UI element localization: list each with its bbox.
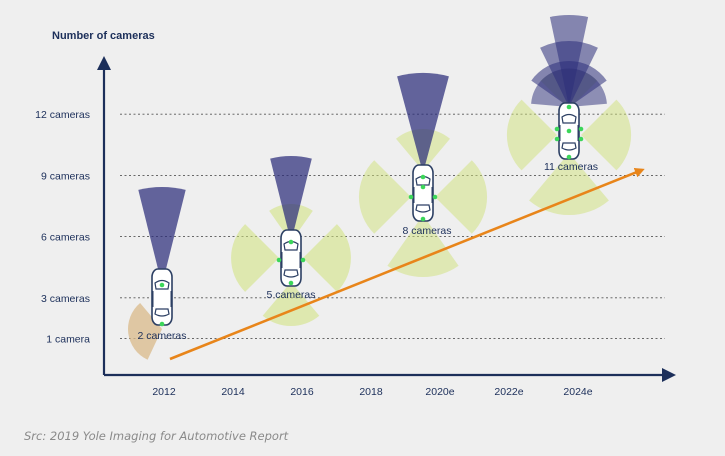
x-tick-label: 2014 [221,386,245,398]
y-tick-label: 6 cameras [41,232,90,244]
camera-sensor-dot [420,216,426,222]
car-top-view-icon [554,102,584,160]
camera-sensor-dot [566,104,572,110]
trend-line [169,167,645,361]
y-tick-label: 9 cameras [41,170,90,182]
x-tick-label: 2020e [425,386,454,398]
front-camera-fov [270,156,312,242]
left-camera-fov [231,224,279,292]
camera-sensor-dot [578,136,584,142]
x-tick-label: 2024e [563,386,592,398]
camera-sensor-dot [554,126,560,132]
point-label: 5 cameras [266,289,315,301]
grid-lines [120,113,665,340]
trend-arrow [169,167,645,361]
camera-sensor-dot [159,282,165,288]
camera-sensor-dot [432,194,438,200]
y-axis-title: Number of cameras [52,30,155,42]
right-camera-fov [435,160,488,234]
car-top-view-icon [276,229,306,287]
source-note: Src: 2019 Yole Imaging for Automotive Re… [24,429,289,443]
point-label: 8 cameras [402,225,451,237]
y-axis-arrow-icon [97,56,111,70]
rear-camera-fov [128,303,162,360]
data-point: 11 cameras [506,14,632,216]
axes: Number of cameras [52,30,676,382]
data-point: 2 cameras [128,186,187,360]
camera-sensor-dot [420,184,426,190]
rear-camera-fov [529,153,609,216]
right-camera-fov [303,224,351,292]
camera-sensor-dot [420,174,426,180]
car-illustrations: 2 cameras 5 cameras 8 cameras 11 cameras [128,14,632,360]
camera-sensor-dot [578,126,584,132]
y-tick-label: 3 cameras [41,293,90,305]
front-camera-fov [138,186,186,285]
camera-sensor-dot [554,136,560,142]
right-camera-fov [581,99,632,171]
left-camera-fov [358,160,411,234]
point-label: 11 cameras [544,161,598,173]
car-top-view-icon [151,268,173,327]
x-tick-label: 2016 [290,386,314,398]
camera-sensor-dot [159,321,165,327]
camera-sensor-dot [276,257,282,263]
x-tick-label: 2012 [152,386,176,398]
camera-sensor-dot [300,257,306,263]
front-camera-fov [397,72,449,173]
car-top-view-icon [408,164,438,222]
camera-sensor-dot [288,239,294,245]
x-tick-label: 2022e [494,386,523,398]
data-point: 5 cameras [231,156,351,327]
camera-sensor-dot [408,194,414,200]
camera-sensor-dot [288,280,294,286]
y-tick-label: 12 cameras [35,109,90,121]
rear-camera-fov [387,215,459,278]
point-label: 2 cameras [137,330,186,342]
x-tick-labels: 2012 2014 2016 2018 2020e 2022e 2024e [152,386,592,398]
y-tick-labels: 1 camera 3 cameras 6 cameras 9 cameras 12 ca… [35,109,90,345]
left-camera-fov [506,99,557,171]
data-point: 8 cameras [358,72,488,278]
camera-sensor-dot [566,128,572,134]
front-camera-fov [531,68,607,107]
x-tick-label: 2018 [359,386,383,398]
x-axis-arrow-icon [662,368,676,382]
y-tick-label: 1 camera [46,334,90,346]
camera-sensor-dot [566,154,572,160]
